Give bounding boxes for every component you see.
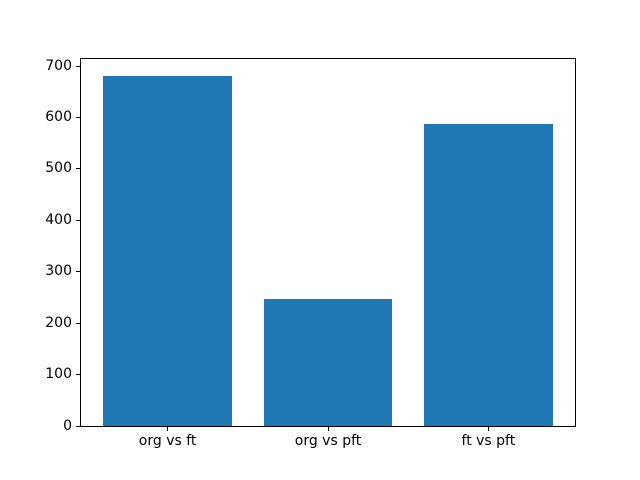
y-tick-mark — [76, 374, 80, 376]
y-tick-mark — [76, 322, 80, 324]
y-tick-label: 600 — [45, 109, 72, 126]
plot-area: 0 100 200 300 400 500 600 700 org vs ft org vs pf… — [45, 58, 576, 449]
x-tick-label: org vs ft — [138, 433, 197, 449]
y-tick-mark — [76, 117, 80, 119]
y-tick-label: 700 — [45, 57, 72, 74]
y-tick-label: 300 — [45, 263, 72, 280]
y-tick-label: 500 — [45, 160, 72, 177]
y-tick-mark — [76, 168, 80, 170]
x-tick-label: org vs pft — [294, 433, 362, 449]
y-tick-mark — [76, 425, 80, 427]
bar — [103, 76, 232, 426]
x-tick-mark — [327, 427, 329, 431]
x-tick-mark — [487, 427, 489, 431]
y-tick-label: 0 — [63, 417, 72, 434]
y-tick-label: 100 — [45, 366, 72, 383]
y-tick-label: 200 — [45, 314, 72, 331]
y-tick-mark — [76, 65, 80, 67]
y-tick-label: 400 — [45, 211, 72, 228]
bar — [424, 123, 553, 426]
x-tick-label: ft vs pft — [461, 433, 516, 449]
bar — [263, 299, 393, 426]
y-tick-mark — [76, 219, 80, 221]
y-tick-mark — [76, 271, 80, 273]
x-tick-mark — [167, 427, 169, 431]
